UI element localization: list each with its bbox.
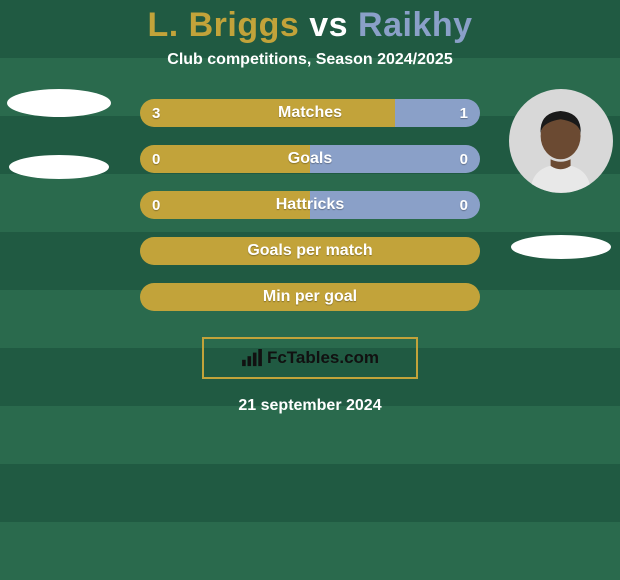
page-title: L. Briggs vs Raikhy — [0, 6, 620, 45]
subtitle: Club competitions, Season 2024/2025 — [0, 51, 620, 69]
stat-left-value: 0 — [152, 191, 160, 219]
brand-text: FcTables.com — [267, 348, 379, 368]
stat-label: Hattricks — [140, 191, 480, 219]
stat-left-value: 0 — [152, 145, 160, 173]
player-right-avatar — [509, 89, 613, 193]
player-right-column — [506, 89, 616, 259]
brand-badge: FcTables.com — [202, 337, 418, 379]
player-left-avatar-placeholder — [7, 89, 111, 117]
stat-right-value: 0 — [460, 145, 468, 173]
player-right-photo — [519, 101, 602, 193]
stat-right-value: 1 — [460, 99, 468, 127]
comparison-bars: Matches31Goals00Hattricks00Goals per mat… — [140, 99, 480, 311]
bars-icon — [241, 349, 263, 367]
stat-row-min-per-goal: Min per goal — [140, 283, 480, 311]
stat-row-goals-per-match: Goals per match — [140, 237, 480, 265]
stat-label: Goals — [140, 145, 480, 173]
stat-left-value: 3 — [152, 99, 160, 127]
player-right-flag-placeholder — [511, 235, 611, 259]
stat-right-value: 0 — [460, 191, 468, 219]
stat-row-matches: Matches3 1 — [140, 99, 480, 127]
player-left-column — [4, 89, 114, 179]
player-right-name: Raikhy — [358, 6, 473, 44]
stat-label: Min per goal — [140, 283, 480, 311]
stat-row-goals: Goals0 0 — [140, 145, 480, 173]
date-label: 21 september 2024 — [0, 397, 620, 415]
stat-row-hattricks: Hattricks0 0 — [140, 191, 480, 219]
player-left-name: L. Briggs — [147, 6, 299, 44]
vs-label: vs — [309, 6, 348, 44]
player-left-flag-placeholder — [9, 155, 109, 179]
stat-label: Matches — [140, 99, 480, 127]
stat-label: Goals per match — [140, 237, 480, 265]
